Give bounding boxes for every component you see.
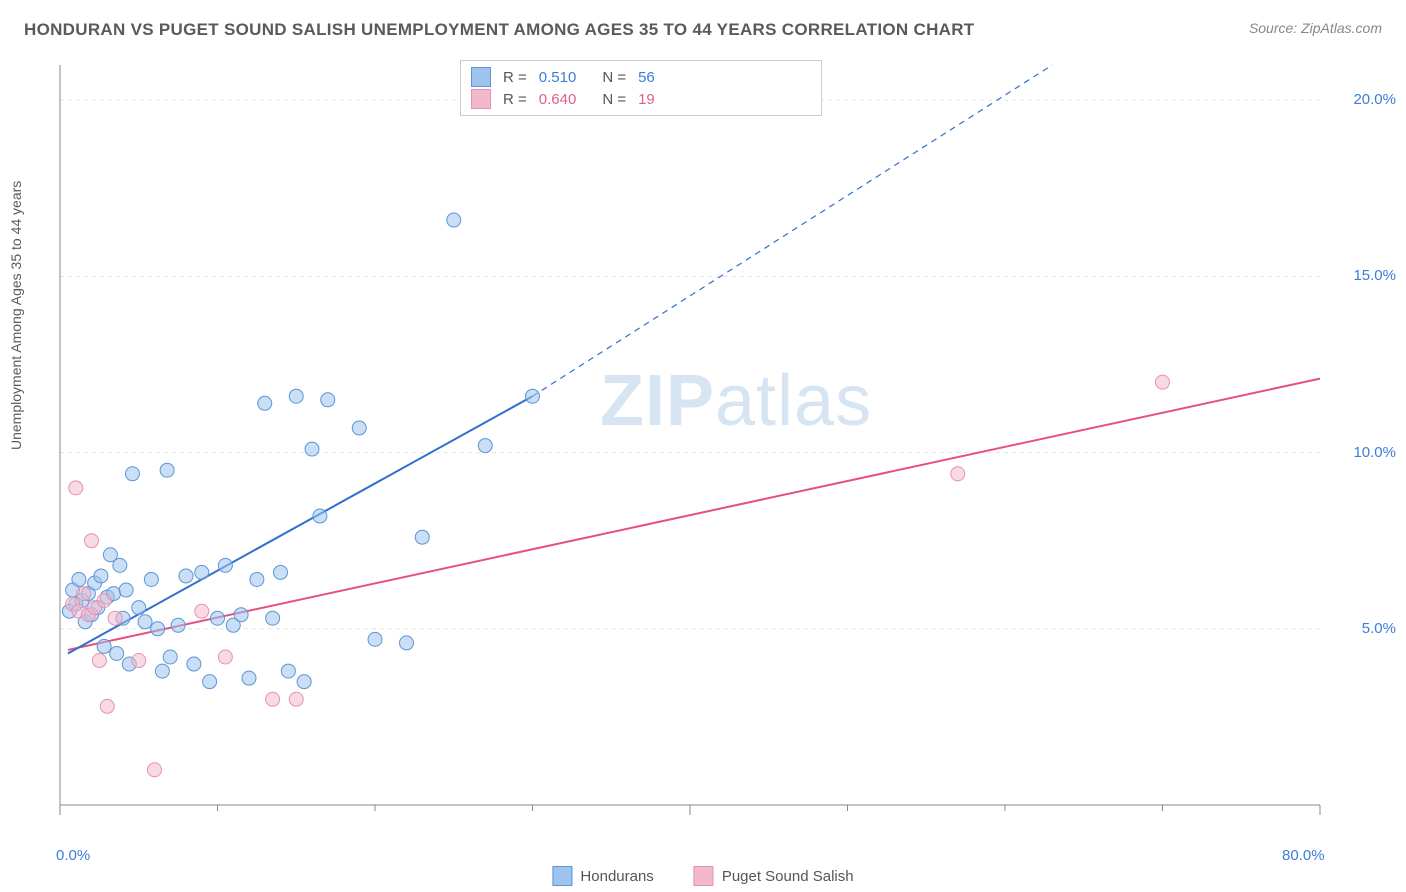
source-label: Source: ZipAtlas.com [1249,20,1382,36]
legend-item-salish: Puget Sound Salish [694,866,854,886]
y-tick-label: 15.0% [1353,267,1396,284]
n-label: N = [602,69,626,86]
r-label: R = [503,69,527,86]
legend-row-salish: R = 0.640 N = 19 [471,89,811,109]
r-value-blue: 0.510 [539,69,577,86]
legend-label: Puget Sound Salish [722,868,854,885]
y-tick-label: 5.0% [1362,620,1396,637]
legend-item-hondurans: Hondurans [552,866,653,886]
correlation-legend: R = 0.510 N = 56 R = 0.640 N = 19 [460,60,822,116]
legend-row-hondurans: R = 0.510 N = 56 [471,67,811,87]
x-tick-label: 80.0% [1282,847,1325,864]
y-axis-label: Unemployment Among Ages 35 to 44 years [8,181,24,450]
legend-label: Hondurans [580,868,653,885]
r-label: R = [503,91,527,108]
n-label: N = [602,91,626,108]
y-tick-label: 20.0% [1353,91,1396,108]
swatch-pink [694,866,714,886]
plot-area [50,55,1380,835]
chart-svg [50,55,1380,835]
n-value-blue: 56 [638,69,655,86]
swatch-pink [471,89,491,109]
series-legend: Hondurans Puget Sound Salish [552,866,853,886]
r-value-pink: 0.640 [539,91,577,108]
n-value-pink: 19 [638,91,655,108]
y-tick-label: 10.0% [1353,444,1396,461]
chart-title: HONDURAN VS PUGET SOUND SALISH UNEMPLOYM… [24,20,974,40]
x-tick-label: 0.0% [56,847,90,864]
swatch-blue [552,866,572,886]
swatch-blue [471,67,491,87]
watermark: ZIPatlas [600,360,872,442]
